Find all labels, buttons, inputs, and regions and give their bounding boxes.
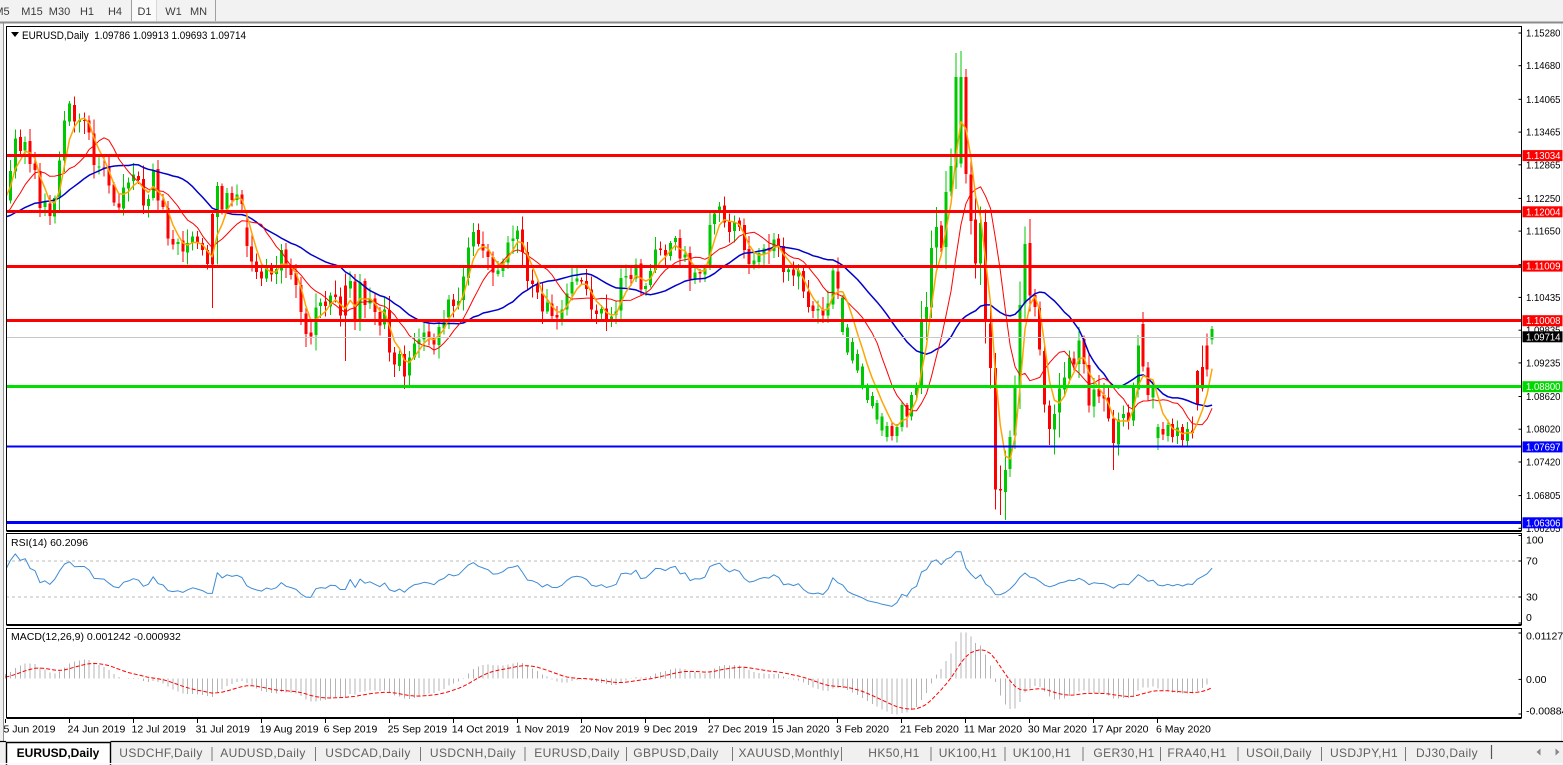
svg-text:3 Feb 2020: 3 Feb 2020: [836, 724, 889, 736]
svg-text:1 Nov 2019: 1 Nov 2019: [516, 724, 570, 736]
svg-text:USDCHF,Daily: USDCHF,Daily: [119, 746, 202, 760]
svg-text:6 Sep 2019: 6 Sep 2019: [324, 724, 378, 736]
svg-text:9 Dec 2019: 9 Dec 2019: [644, 724, 698, 736]
svg-text:XAUUSD,Monthly: XAUUSD,Monthly: [739, 746, 840, 760]
svg-text:H4: H4: [108, 6, 122, 18]
svg-text:1.13034: 1.13034: [1526, 150, 1561, 162]
svg-text:D1: D1: [137, 6, 151, 18]
svg-text:UK100,H1: UK100,H1: [1013, 746, 1072, 760]
svg-text:20 Nov 2019: 20 Nov 2019: [580, 724, 640, 736]
svg-text:UK100,H1: UK100,H1: [939, 746, 998, 760]
svg-text:1.07420: 1.07420: [1526, 457, 1561, 469]
svg-text:27 Dec 2019: 27 Dec 2019: [708, 724, 768, 736]
svg-text:GER30,H1: GER30,H1: [1093, 746, 1154, 760]
svg-text:W1: W1: [165, 6, 182, 18]
svg-text:1.12250: 1.12250: [1526, 193, 1561, 205]
svg-text:M15: M15: [21, 6, 42, 18]
svg-text:0.00: 0.00: [1526, 674, 1547, 686]
svg-text:HK50,H1: HK50,H1: [868, 746, 920, 760]
svg-text:USOil,Daily: USOil,Daily: [1246, 746, 1312, 760]
svg-text:1.06805: 1.06805: [1526, 490, 1561, 502]
svg-text:1.09235: 1.09235: [1526, 357, 1561, 369]
svg-text:31 Jul 2019: 31 Jul 2019: [196, 724, 250, 736]
svg-text:M5: M5: [0, 6, 10, 18]
svg-text:0.011277: 0.011277: [1526, 631, 1563, 643]
svg-text:1.12865: 1.12865: [1526, 159, 1561, 171]
svg-text:1.09714: 1.09714: [1526, 331, 1561, 343]
svg-text:70: 70: [1526, 556, 1538, 568]
svg-text:6 May 2020: 6 May 2020: [1156, 724, 1211, 736]
svg-text:1.14065: 1.14065: [1526, 94, 1561, 106]
svg-text:MACD(12,26,9) 0.001242 -0.0009: MACD(12,26,9) 0.001242 -0.000932: [11, 631, 181, 643]
svg-text:17 Apr 2020: 17 Apr 2020: [1092, 724, 1149, 736]
svg-text:1.15280: 1.15280: [1526, 28, 1561, 40]
svg-text:FRA40,H1: FRA40,H1: [1167, 746, 1226, 760]
svg-text:EURUSD,Daily: EURUSD,Daily: [17, 746, 100, 760]
svg-text:1.08800: 1.08800: [1526, 381, 1561, 393]
svg-text:1.10435: 1.10435: [1526, 292, 1561, 304]
svg-text:1.07697: 1.07697: [1526, 441, 1561, 453]
svg-text:USDCNH,Daily: USDCNH,Daily: [430, 746, 516, 760]
svg-text:1.08020: 1.08020: [1526, 424, 1561, 436]
svg-text:1.13465: 1.13465: [1526, 127, 1561, 139]
svg-text:MN: MN: [190, 6, 207, 18]
svg-text:0: 0: [1526, 612, 1532, 624]
svg-text:USDJPY,H1: USDJPY,H1: [1330, 746, 1398, 760]
svg-text:5 Jun 2019: 5 Jun 2019: [4, 724, 56, 736]
svg-text:100: 100: [1526, 535, 1544, 547]
svg-text:1.06306: 1.06306: [1526, 517, 1561, 529]
svg-text:EURUSD,Daily: EURUSD,Daily: [534, 746, 619, 760]
svg-text:RSI(14) 60.2096: RSI(14) 60.2096: [11, 537, 88, 549]
svg-text:DJ30,Daily: DJ30,Daily: [1416, 746, 1478, 760]
svg-text:14 Oct 2019: 14 Oct 2019: [452, 724, 509, 736]
svg-text:30: 30: [1526, 592, 1538, 604]
svg-text:1.11009: 1.11009: [1526, 261, 1561, 273]
svg-text:1.10008: 1.10008: [1526, 315, 1561, 327]
svg-text:M30: M30: [49, 6, 70, 18]
svg-text:USDCAD,Daily: USDCAD,Daily: [325, 746, 410, 760]
svg-text:12 Jul 2019: 12 Jul 2019: [132, 724, 186, 736]
svg-text:EURUSD,Daily 1.09786 1.09913: EURUSD,Daily 1.09786 1.09913 1.09693 1.0…: [22, 30, 246, 42]
svg-text:11 Mar 2020: 11 Mar 2020: [964, 724, 1022, 736]
svg-text:AUDUSD,Daily: AUDUSD,Daily: [220, 746, 305, 760]
svg-text:15 Jan 2020: 15 Jan 2020: [772, 724, 830, 736]
svg-text:1.12004: 1.12004: [1526, 206, 1561, 218]
svg-text:H1: H1: [80, 6, 94, 18]
svg-text:24 Jun 2019: 24 Jun 2019: [68, 724, 126, 736]
svg-text:1.08620: 1.08620: [1526, 391, 1561, 403]
svg-text:19 Aug 2019: 19 Aug 2019: [260, 724, 319, 736]
svg-text:30 Mar 2020: 30 Mar 2020: [1028, 724, 1087, 736]
svg-text:1.14680: 1.14680: [1526, 60, 1561, 72]
svg-text:21 Feb 2020: 21 Feb 2020: [900, 724, 959, 736]
svg-text:1.11650: 1.11650: [1526, 226, 1561, 238]
svg-text:GBPUSD,Daily: GBPUSD,Daily: [633, 746, 718, 760]
svg-text:25 Sep 2019: 25 Sep 2019: [388, 724, 448, 736]
svg-text:-0.008845: -0.008845: [1526, 706, 1563, 718]
